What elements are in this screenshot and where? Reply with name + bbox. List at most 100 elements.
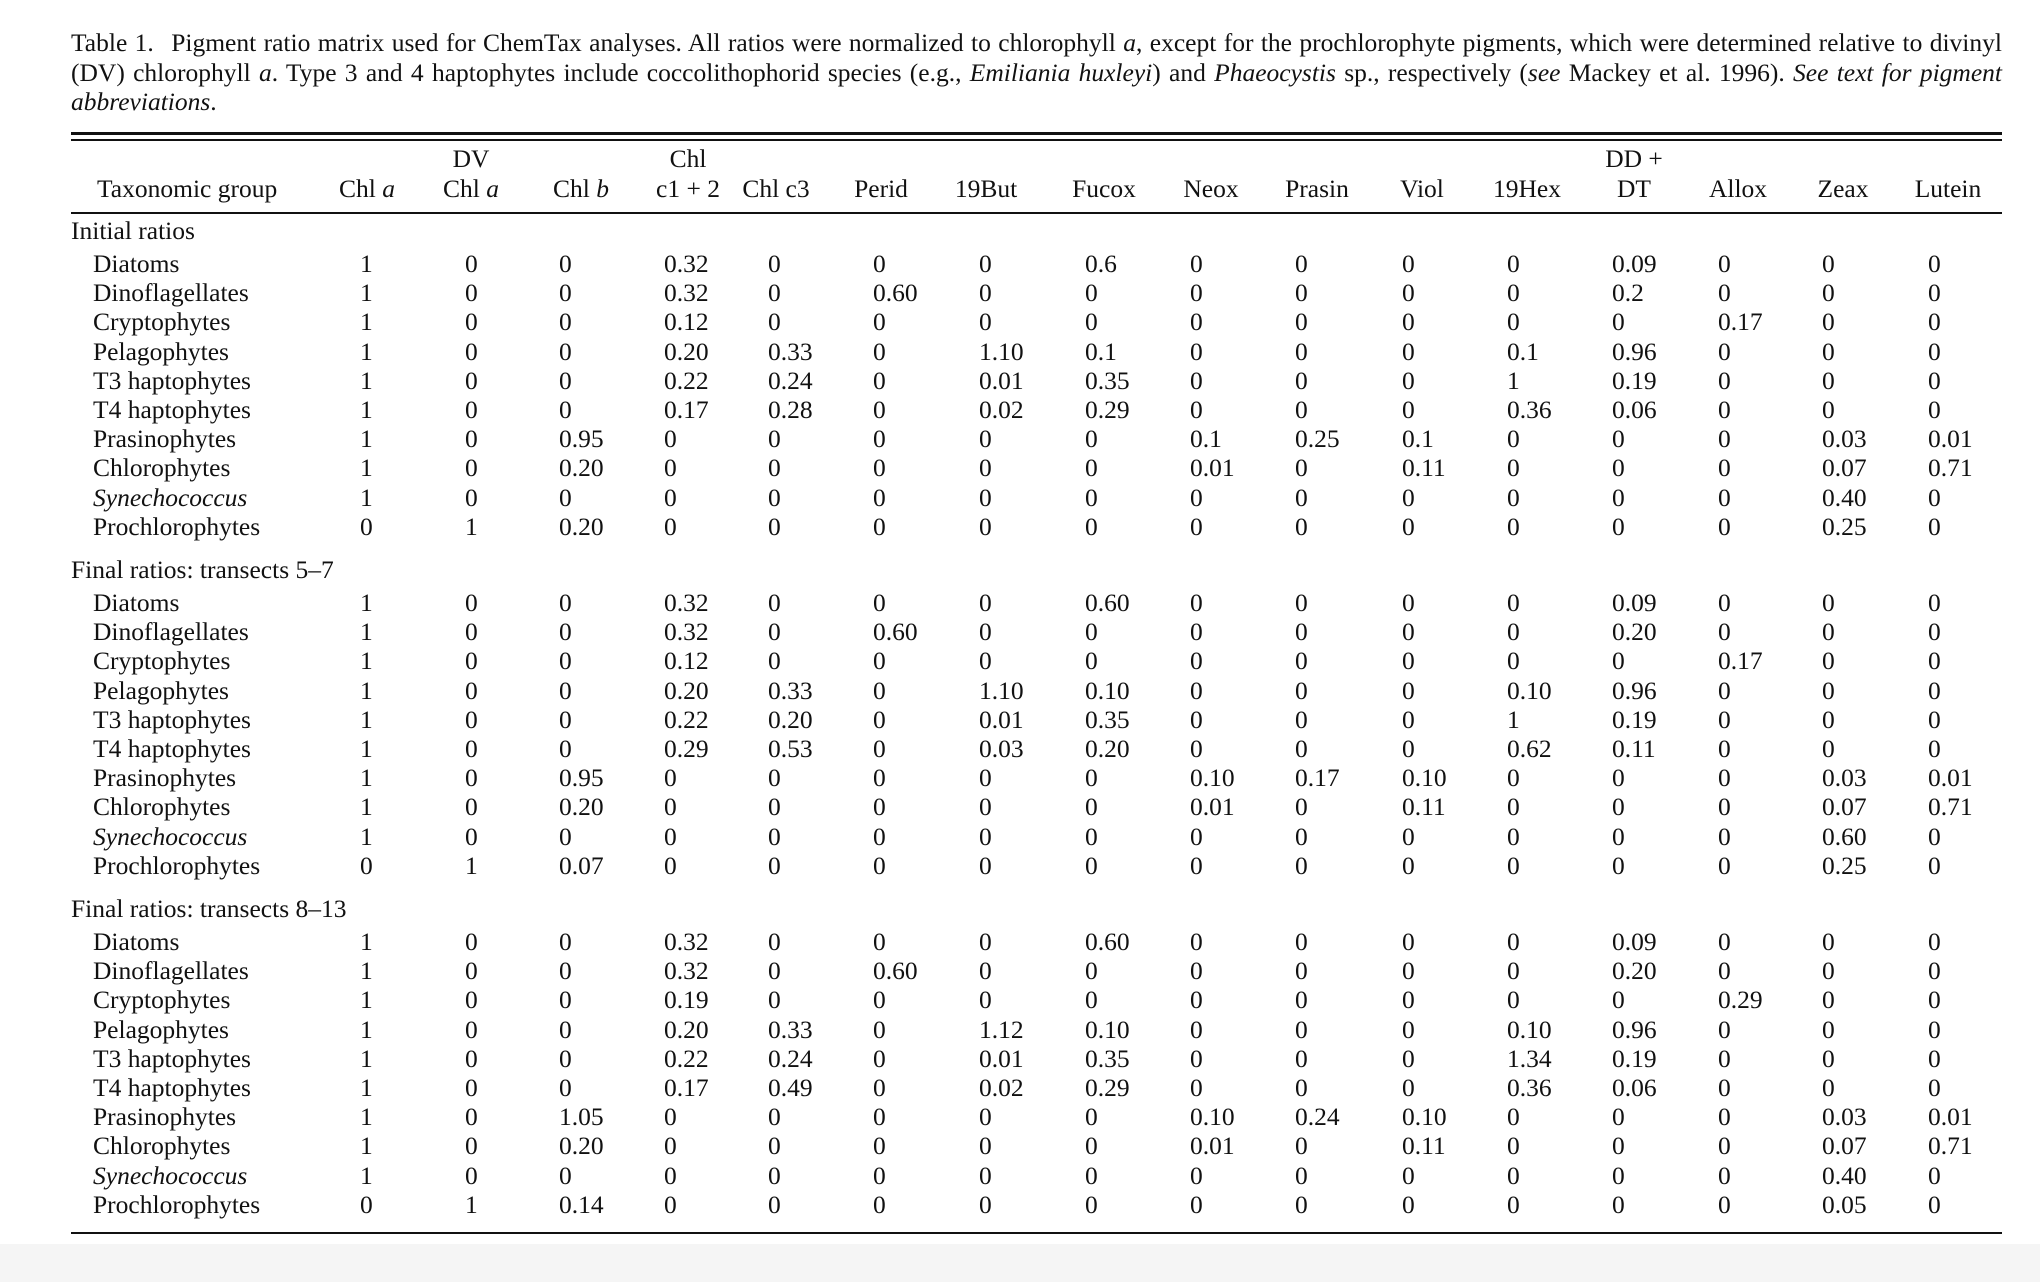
ratio-cell: 0.60 xyxy=(873,278,918,308)
taxon-name: Chlorophytes xyxy=(93,1131,231,1161)
column-header-text: Lutein xyxy=(1914,174,1982,203)
ratio-cell: 0 xyxy=(979,278,992,308)
column-header-line2: DT xyxy=(1574,174,1694,204)
ratio-cell: 0.96 xyxy=(1612,1014,1657,1044)
ratio-cell: 0.29 xyxy=(1718,985,1763,1015)
ratio-cell: 0 xyxy=(1295,1189,1308,1219)
table-row: T3 haptophytes 1 0 0 0.22 0.24 0 0.01 0.35 0 0 0 1.3… xyxy=(0,1044,2040,1073)
ratio-cell: 0 xyxy=(873,249,886,278)
column-header-line2: Chl a xyxy=(411,174,531,204)
ratio-cell: 0.60 xyxy=(873,617,918,647)
ratio-cell: 0.10 xyxy=(1190,763,1235,793)
column-header: Prasin xyxy=(1257,144,1377,204)
ratio-cell: 1 xyxy=(1507,365,1520,395)
ratio-cell: 0 xyxy=(465,424,478,454)
ratio-cell: 0 xyxy=(1190,927,1203,956)
ratio-cell: 1.12 xyxy=(979,1014,1024,1044)
ratio-cell: 0 xyxy=(664,792,677,822)
ratio-cell: 0 xyxy=(1612,482,1625,512)
ratio-cell: 0.11 xyxy=(1402,453,1446,483)
ratio-cell: 0 xyxy=(465,792,478,822)
column-header-text: Chl xyxy=(553,174,597,203)
ratio-cell: 0 xyxy=(1190,395,1203,424)
ratio-cell: 0 xyxy=(1928,1189,1941,1219)
column-header-line1 xyxy=(926,144,1046,174)
taxon-name: Synechococcus xyxy=(93,482,248,512)
table-row: Pelagophytes 1 0 0 0.20 0.33 0 1.12 0.10 0 0 0 0.10 0… xyxy=(0,1015,2040,1044)
ratio-cell: 0 xyxy=(768,511,781,541)
ratio-cell: 1 xyxy=(360,734,373,763)
ratio-cell: 0 xyxy=(360,511,373,541)
ratio-cell: 0 xyxy=(1402,278,1415,308)
ratio-cell: 0.20 xyxy=(559,453,604,483)
ratio-cell: 1 xyxy=(465,511,478,541)
ratio-cell: 0 xyxy=(1295,734,1308,763)
ratio-cell: 0 xyxy=(1612,821,1625,851)
taxon-name: T3 haptophytes xyxy=(93,704,251,734)
ratio-cell: 0 xyxy=(1718,1043,1731,1073)
ratio-cell: 0 xyxy=(1190,1160,1203,1190)
column-header-line2: Fucox xyxy=(1044,174,1164,204)
ratio-cell: 0 xyxy=(1507,792,1520,822)
ratio-cell: 0 xyxy=(465,278,478,308)
table-row: Dinoflagellates 1 0 0 0.32 0 0.60 0 0 0 0 0 0 0.20 0 0 0 xyxy=(0,617,2040,646)
ratio-cell: 0 xyxy=(559,395,572,424)
ratio-cell: 0 xyxy=(1822,646,1835,676)
taxon-name: Dinoflagellates xyxy=(93,956,249,986)
taxon-name: Prasinophytes xyxy=(93,1102,237,1132)
column-header-line1: Chl xyxy=(669,144,707,173)
ratio-cell: 0 xyxy=(873,927,886,956)
ratio-cell: 0 xyxy=(1928,704,1941,734)
column-header-text: Taxonomic group xyxy=(97,174,278,203)
ratio-cell: 0 xyxy=(1928,675,1941,705)
ratio-cell: 0 xyxy=(559,307,572,337)
ratio-cell: 0.35 xyxy=(1085,365,1130,395)
ratio-cell: 0 xyxy=(1295,278,1308,308)
ratio-cell: 1 xyxy=(360,1160,373,1190)
ratio-cell: 0 xyxy=(873,511,886,541)
ratio-cell: 0 xyxy=(1822,927,1835,956)
ratio-cell: 0 xyxy=(1085,956,1098,986)
ratio-cell: 0 xyxy=(1085,985,1098,1015)
ratio-cell: 0 xyxy=(1085,511,1098,541)
ratio-cell: 0.36 xyxy=(1507,1073,1552,1102)
ratio-cell: 0 xyxy=(1928,985,1941,1015)
ratio-cell: 0 xyxy=(1085,1160,1098,1190)
ratio-cell: 0 xyxy=(1402,1160,1415,1190)
ratio-cell: 0 xyxy=(768,1102,781,1132)
ratio-cell: 0 xyxy=(1295,1160,1308,1190)
column-header-text: Fucox xyxy=(1072,174,1136,203)
ratio-cell: 0 xyxy=(1612,307,1625,337)
ratio-cell: 1.34 xyxy=(1507,1043,1552,1073)
ratio-cell: 0.07 xyxy=(1822,453,1867,483)
ratio-cell: 0 xyxy=(1507,453,1520,483)
ratio-cell: 0 xyxy=(1928,249,1941,278)
ratio-cell: 0 xyxy=(559,336,572,366)
ratio-cell: 0 xyxy=(1822,1014,1835,1044)
table-row: Synechococcus 1 0 0 0 0 0 0 0 0 0 0 0 0 0 0.60 0 xyxy=(0,822,2040,851)
ratio-cell: 0 xyxy=(1822,365,1835,395)
table-bottom-rule xyxy=(71,1232,2002,1234)
column-header: Chl c3 xyxy=(716,144,836,204)
ratio-cell: 1 xyxy=(360,704,373,734)
caption-text-segment: see xyxy=(1527,57,1561,87)
ratio-cell: 0 xyxy=(1085,453,1098,483)
caption-text-segment: Mackey et al. 1996). xyxy=(1560,57,1794,87)
ratio-cell: 0.2 xyxy=(1612,278,1644,308)
ratio-cell: 0 xyxy=(1718,927,1731,956)
ratio-cell: 0 xyxy=(1085,850,1098,880)
ratio-cell: 0 xyxy=(1190,307,1203,337)
ratio-cell: 0 xyxy=(465,1131,478,1161)
ratio-cell: 0.20 xyxy=(559,1131,604,1161)
ratio-cell: 0 xyxy=(1507,424,1520,454)
ratio-cell: 0 xyxy=(1295,511,1308,541)
ratio-cell: 0 xyxy=(559,278,572,308)
ratio-cell: 0 xyxy=(873,646,886,676)
taxon-name: Chlorophytes xyxy=(93,792,231,822)
table-row: Chlorophytes 1 0 0.20 0 0 0 0 0 0.01 0 0.11 0 0 0 0.07 0… xyxy=(0,453,2040,482)
ratio-cell: 0 xyxy=(1718,453,1731,483)
table-row: Pelagophytes 1 0 0 0.20 0.33 0 1.10 0.1 0 0 0 0.1 0.9… xyxy=(0,337,2040,366)
column-header-line1 xyxy=(821,144,941,174)
ratio-cell: 0 xyxy=(664,821,677,851)
ratio-cell: 0 xyxy=(1295,1073,1308,1102)
